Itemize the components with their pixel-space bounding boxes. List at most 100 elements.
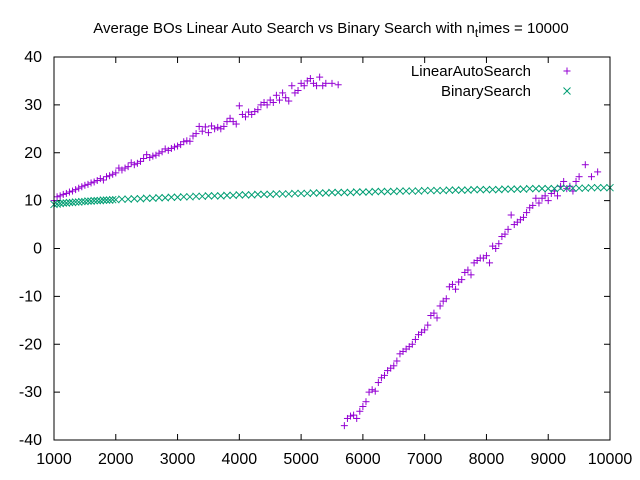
data-point <box>81 197 89 206</box>
data-point <box>566 182 574 190</box>
data-point <box>275 96 283 104</box>
data-point <box>241 191 250 199</box>
data-point <box>108 195 117 204</box>
data-point <box>334 81 342 89</box>
data-point <box>90 178 98 186</box>
data-point <box>214 123 222 131</box>
data-point <box>433 314 441 322</box>
data-point <box>587 183 596 192</box>
data-point <box>365 188 373 196</box>
x-tick-label: 3000 <box>160 451 196 468</box>
data-point <box>148 194 157 203</box>
data-point <box>220 122 228 130</box>
data-point <box>408 340 416 348</box>
data-point <box>359 402 367 410</box>
chart-title: Average BOs Linear Auto Search vs Binary… <box>93 20 568 40</box>
data-point <box>377 187 386 196</box>
data-point <box>356 407 364 415</box>
data-point <box>550 184 559 193</box>
data-point <box>136 194 145 203</box>
data-point <box>65 188 73 196</box>
data-point <box>118 195 126 204</box>
data-point <box>575 184 583 193</box>
data-point <box>297 189 305 198</box>
data-point <box>142 194 151 203</box>
data-point <box>285 97 293 105</box>
data-point <box>535 199 543 207</box>
data-point <box>362 398 370 406</box>
data-point <box>235 191 244 199</box>
data-point <box>62 189 70 197</box>
data-point <box>254 106 262 114</box>
data-point <box>482 252 490 260</box>
data-point <box>223 118 231 126</box>
data-point <box>167 144 175 152</box>
data-point <box>53 200 61 208</box>
data-point <box>216 191 225 200</box>
data-point <box>313 82 321 90</box>
data-point <box>426 186 435 195</box>
data-point <box>59 190 67 198</box>
data-point <box>599 183 608 192</box>
data-point <box>294 87 302 95</box>
data-point <box>507 211 515 219</box>
data-point <box>87 197 95 205</box>
data-point <box>340 188 349 197</box>
data-point <box>269 98 277 106</box>
data-point <box>186 192 194 201</box>
data-point <box>572 177 580 185</box>
data-point <box>525 184 534 193</box>
data-point <box>291 189 299 198</box>
data-point <box>272 190 281 198</box>
x-tick-label: 5000 <box>283 451 319 468</box>
data-point <box>198 127 206 135</box>
data-point <box>112 169 120 177</box>
data-point <box>204 191 213 200</box>
data-point <box>170 143 178 151</box>
data-point <box>173 193 182 202</box>
data-point <box>72 186 80 194</box>
data-point <box>130 194 139 203</box>
data-point <box>560 177 568 185</box>
data-point <box>279 89 287 97</box>
data-point <box>538 184 546 193</box>
data-point <box>315 189 324 197</box>
y-tick-label: 0 <box>33 241 42 258</box>
data-point <box>155 193 163 202</box>
data-point <box>300 82 308 90</box>
data-point <box>81 181 89 189</box>
y-tick-label: -40 <box>19 432 42 449</box>
data-point <box>486 259 494 267</box>
data-point <box>433 186 441 195</box>
data-point <box>260 190 268 199</box>
data-point <box>371 187 380 196</box>
data-point <box>84 180 92 188</box>
data-point <box>414 187 423 195</box>
data-point <box>340 422 348 430</box>
data-point <box>69 187 77 195</box>
y-tick-label: -10 <box>19 288 42 305</box>
data-point <box>458 276 466 284</box>
data-point <box>192 192 200 201</box>
data-point <box>411 335 419 343</box>
data-point <box>272 91 280 99</box>
data-point <box>346 188 355 197</box>
data-point <box>180 138 188 146</box>
plot-frame <box>53 56 611 441</box>
data-point <box>161 193 170 202</box>
data-point <box>143 151 151 159</box>
series-binarysearch <box>50 183 614 209</box>
data-point <box>553 192 561 200</box>
data-point <box>368 386 376 394</box>
data-point <box>328 188 336 197</box>
data-point <box>520 213 528 221</box>
data-point <box>65 198 74 207</box>
data-point <box>390 362 398 370</box>
data-point <box>575 173 583 181</box>
data-point <box>513 185 522 193</box>
data-point <box>389 187 398 196</box>
y-tick-label: 10 <box>24 193 42 210</box>
data-point <box>210 191 219 200</box>
